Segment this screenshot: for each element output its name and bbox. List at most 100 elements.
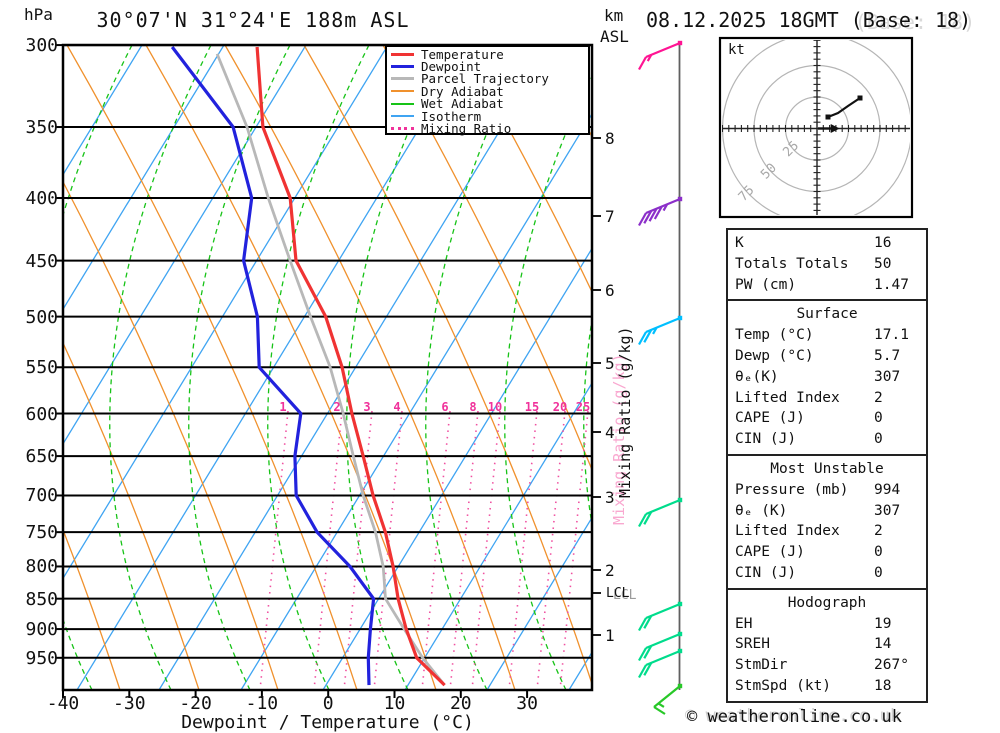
wind-barb-shaft bbox=[645, 41, 681, 59]
table-row-label: StmDir bbox=[735, 657, 788, 674]
legend: Temperature Dewpoint Parcel Trajectory Dry … bbox=[385, 45, 590, 137]
pressure-axis-label: 850 bbox=[25, 588, 58, 610]
temperature-axis-label: -20 bbox=[179, 693, 212, 714]
wet-adiabat-sample-line bbox=[391, 102, 414, 105]
km-axis-label: 6 bbox=[605, 281, 615, 300]
pressure-axis-label: 350 bbox=[25, 117, 58, 139]
wind-barb bbox=[653, 683, 683, 715]
run-datetime: 08.12.2025 18GMT (Base: 18) bbox=[646, 8, 971, 32]
wind-barb-shaft bbox=[645, 316, 681, 334]
pressure-axis-label: 950 bbox=[25, 647, 58, 669]
table-row: Temp (°C) 17.1 bbox=[728, 325, 926, 346]
table-row-value: 50 bbox=[874, 255, 892, 272]
table-row-label: CIN (J) bbox=[735, 431, 797, 448]
table-row: Lifted Index 2 bbox=[728, 388, 926, 409]
wind-barb bbox=[638, 631, 683, 662]
wind-barb-tick bbox=[643, 329, 653, 343]
wind-barb-tick bbox=[638, 664, 647, 679]
temperature-axis-label: 10 bbox=[383, 693, 406, 714]
wet-adiabat-line bbox=[504, 72, 592, 690]
temperature-axis-title: Dewpoint / Temperature (°C) bbox=[181, 712, 474, 733]
km-axis-label: 4 bbox=[605, 423, 615, 442]
km-axis-label: 7 bbox=[605, 207, 615, 226]
temperature-axis-label: 0 bbox=[322, 693, 334, 714]
table-row: CIN (J) 0 bbox=[728, 563, 926, 584]
wet-adiabat-line bbox=[188, 45, 291, 690]
wet-adiabat-grid bbox=[63, 45, 592, 690]
isotherm-line bbox=[63, 45, 143, 176]
table-row-value: 5.7 bbox=[874, 347, 901, 364]
table-row-label: EH bbox=[735, 615, 753, 632]
mixing-ratio-sample-line bbox=[391, 127, 414, 131]
legend-item-label: Mixing Ratio bbox=[421, 121, 512, 137]
hodograph-ring-label: 50 bbox=[758, 161, 780, 183]
table-row-label: Totals Totals bbox=[735, 255, 849, 272]
mixing-ratio-line bbox=[373, 410, 403, 690]
wind-barb bbox=[638, 648, 683, 679]
wind-barb-tick bbox=[638, 212, 647, 227]
table-row: θₑ (K) 307 bbox=[728, 501, 926, 522]
hodograph-border bbox=[718, 36, 914, 219]
legend-item-label: Temperature bbox=[421, 46, 504, 62]
table-row-label: CIN (J) bbox=[735, 564, 797, 581]
isotherm-line bbox=[486, 516, 592, 690]
mixing-ratio-axis-label: Mixing Ratio (g/kg) bbox=[616, 326, 634, 498]
table-row: θₑ(K) 307 bbox=[728, 367, 926, 388]
hodograph-trace-dot bbox=[825, 114, 831, 120]
table-row: Dewp (°C) 5.7 bbox=[728, 346, 926, 367]
mixing-ratio-value-label: 2 bbox=[333, 400, 341, 414]
wet-adiabat-line bbox=[63, 45, 133, 690]
pressure-axis-label: 300 bbox=[25, 35, 58, 57]
legend-row: Parcel Trajectory bbox=[387, 71, 588, 86]
wind-barb-tick bbox=[653, 706, 666, 715]
pressure-axis-label: 800 bbox=[25, 556, 58, 578]
mixing-ratio-value-label: 10 bbox=[487, 400, 503, 414]
hodograph-trace bbox=[827, 97, 861, 119]
wind-barb-station-dot bbox=[677, 196, 683, 202]
mixing-ratio-value-label: 20 bbox=[552, 400, 568, 414]
table-section-header: Surface bbox=[796, 306, 858, 323]
wind-barb-station-dot bbox=[677, 648, 683, 654]
wind-barb-station-dot bbox=[677, 631, 683, 637]
table-row-label: θₑ (K) bbox=[735, 502, 788, 519]
table-row-value: 0 bbox=[874, 410, 883, 427]
wind-barb-tick bbox=[652, 327, 658, 335]
pressure-axis-label: 550 bbox=[25, 357, 58, 379]
wind-barb-tick bbox=[643, 615, 653, 629]
table-row-value: 2 bbox=[874, 389, 883, 406]
legend-item-label: Isotherm bbox=[421, 108, 482, 124]
indices-table-section: Surface Temp (°C) 17.1 Dewp (°C) 5.7 θₑ(K) 307… bbox=[726, 299, 928, 456]
table-row-label: K bbox=[735, 235, 744, 251]
wind-barb bbox=[638, 601, 683, 632]
pressure-axis-label: 600 bbox=[25, 403, 58, 425]
km-axis-label: 2 bbox=[605, 561, 615, 580]
wind-barb-tick bbox=[638, 331, 647, 346]
run-date: 08.12.2025 18GMT bbox=[646, 8, 851, 32]
isotherm-line bbox=[404, 381, 592, 690]
table-row-value: 0 bbox=[874, 431, 883, 448]
table-row-value: 1.47 bbox=[874, 276, 909, 293]
mixing-ratio-line bbox=[449, 410, 479, 690]
wind-barb bbox=[638, 315, 683, 346]
table-row-label: CAPE (J) bbox=[735, 544, 805, 561]
storm-motion-arrow-head bbox=[830, 124, 840, 133]
km-axis-label: 5 bbox=[605, 354, 615, 373]
temperature-axis-label: -30 bbox=[113, 693, 146, 714]
isotherm-sample-line bbox=[391, 115, 414, 118]
wet-adiabat-line bbox=[267, 45, 370, 690]
table-row-label: Pressure (mb) bbox=[735, 481, 849, 498]
wind-barb-shaft bbox=[645, 602, 681, 620]
legend-row: Dewpoint bbox=[387, 59, 588, 74]
table-row-label: SREH bbox=[735, 636, 770, 653]
pressure-axis-label: 400 bbox=[25, 188, 58, 209]
wind-barb-station-dot bbox=[677, 315, 683, 321]
wind-barb-tick bbox=[643, 645, 653, 659]
table-row-label: PW (cm) bbox=[735, 276, 797, 293]
dry-adiabat-line bbox=[461, 45, 592, 294]
table-row-value: 16 bbox=[874, 235, 892, 251]
table-row-value: 0 bbox=[874, 564, 883, 581]
height-axis-asl: ASL bbox=[600, 27, 629, 46]
temperature-axis-label: -10 bbox=[245, 693, 279, 714]
table-row-value: 307 bbox=[874, 502, 901, 519]
